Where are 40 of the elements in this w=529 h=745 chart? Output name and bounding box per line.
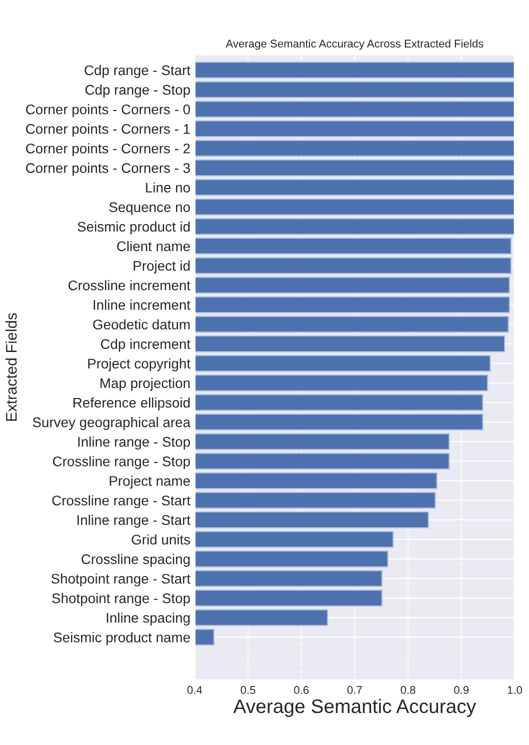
y-tick-label: Seismic product id (78, 221, 190, 234)
y-tick-label: Client name (117, 241, 190, 252)
x-tick-label: 0.7 (347, 686, 362, 694)
y-tick-label: Shotpoint range - Start (51, 573, 190, 586)
y-tick-label: Corner points - Corners - 0 (26, 104, 190, 118)
y-tick-label: Crossline range - Stop (53, 456, 190, 470)
chart-title: Average Semantic Accuracy Across Extracted Fields (226, 39, 484, 50)
y-tick-label: Project copyright (88, 358, 190, 372)
y-tick-label: Crossline spacing (82, 554, 190, 567)
y-tick-label: Cdp increment (100, 338, 190, 352)
y-tick-label: Seismic product name (54, 632, 190, 646)
y-tick-label: Corner points - Corners - 3 (26, 162, 190, 176)
y-tick-label: Project id (134, 260, 190, 274)
y-tick-label: Corner points - Corners - 2 (26, 143, 190, 156)
x-tick-label: 0.4 (187, 686, 202, 694)
x-tick-label: 0.6 (294, 686, 309, 694)
y-tick-label: Crossline increment (68, 280, 190, 290)
y-tick-label: Inline range - Stop (78, 436, 190, 450)
y-tick-label: Reference ellipsoid (74, 397, 190, 410)
y-tick-label: Shotpoint range - Stop (52, 593, 190, 606)
y-tick-label: Sequence no (109, 202, 190, 215)
y-tick-label: Project name (110, 476, 190, 489)
y-tick-label: Line no (146, 182, 190, 193)
y-tick-label: Inline increment (94, 300, 190, 310)
y-tick-label: Inline range - Start (78, 514, 190, 528)
x-tick-label: 0.5 (240, 686, 256, 694)
y-tick-label: Geodetic datum (93, 319, 190, 330)
x-tick-label: 0.8 (400, 686, 416, 694)
y-tick-label: Survey geographical area (32, 417, 191, 430)
y-tick-label: Grid units (132, 534, 190, 545)
y-tick-label: Inline spacing (106, 612, 190, 626)
y-tick-label: Map projection (100, 378, 190, 391)
y-tick-label: Cdp range - Start (84, 64, 190, 78)
y-tick-label: Cdp range - Stop (85, 84, 190, 98)
x-axis-title: Average Semantic Accuracy (233, 698, 476, 717)
y-tick-label: Crossline range - Start (52, 495, 190, 508)
x-tick-label: 1.0 (508, 686, 522, 694)
y-tick-label: Corner points - Corners - 1 (26, 124, 190, 137)
y-axis-title: Extracted Fields (6, 313, 17, 421)
x-tick-label: 0.9 (454, 686, 469, 694)
